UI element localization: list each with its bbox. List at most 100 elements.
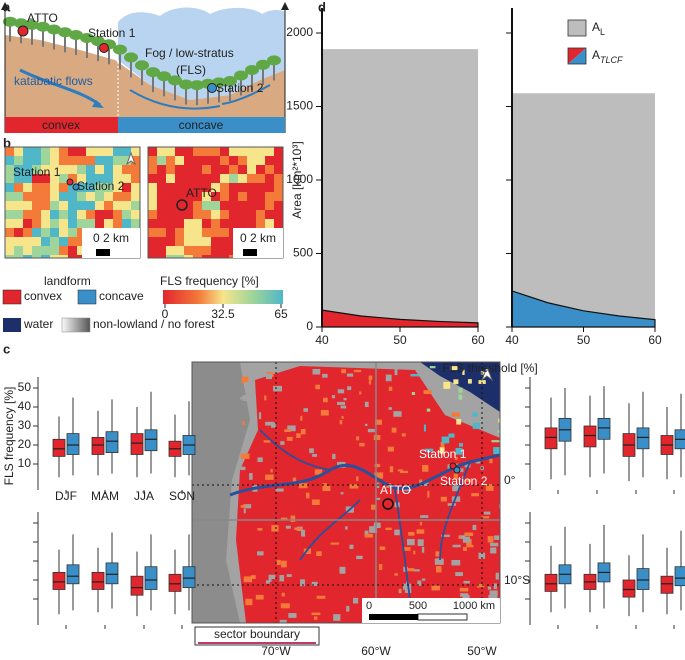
raster-cell	[472, 412, 478, 417]
raster-cell	[481, 516, 490, 519]
north-arrow	[480, 365, 494, 382]
raster-cell	[211, 156, 220, 165]
raster-cell	[68, 210, 77, 219]
raster-cell	[294, 527, 302, 530]
raster-cell	[287, 425, 296, 432]
raster-cell	[104, 156, 113, 165]
raster-cell	[68, 183, 77, 192]
raster-cell	[166, 210, 175, 219]
raster-cell	[148, 201, 157, 210]
raster-cell	[14, 192, 23, 201]
raster-cell	[247, 156, 256, 165]
raster-cell	[131, 156, 140, 165]
flow-arrow	[129, 89, 221, 110]
raster-cell	[32, 192, 41, 201]
raster-cell	[244, 382, 249, 388]
raster-cell	[113, 174, 122, 183]
raster-cell	[274, 192, 283, 201]
raster-cell	[5, 165, 14, 174]
raster-cell	[393, 411, 402, 417]
raster-cell	[419, 522, 422, 526]
raster-cell	[368, 375, 373, 381]
raster-cell	[50, 174, 59, 183]
raster-cell	[243, 508, 246, 514]
colorbar-title: FLS frequency [%]	[160, 274, 259, 288]
raster-cell	[434, 558, 444, 565]
raster-cell	[440, 496, 447, 502]
raster-cell	[312, 368, 321, 375]
label: Fog / low-stratus	[145, 46, 234, 60]
raster-cell	[5, 201, 14, 210]
raster-cell	[166, 192, 175, 201]
raster-cell	[300, 579, 305, 587]
swatch	[3, 318, 21, 332]
raster-cell	[440, 441, 445, 447]
raster-cell	[95, 219, 104, 228]
swatch	[2, 289, 22, 305]
box	[622, 579, 636, 598]
raster-cell	[466, 544, 474, 548]
raster-cell	[41, 228, 50, 237]
raster-cell	[23, 165, 32, 174]
raster-cell	[14, 210, 23, 219]
atto-marker	[176, 199, 188, 211]
raster-cell	[311, 499, 320, 506]
raster-cell	[32, 246, 41, 255]
raster-cell	[59, 246, 68, 255]
raster-cell	[485, 483, 494, 491]
raster-cell	[431, 585, 440, 591]
scale-label: 0 2 km	[93, 231, 129, 245]
raster-cell	[248, 405, 255, 413]
raster-cell	[148, 147, 157, 156]
legend-label: ATLCF	[592, 48, 623, 65]
raster-cell	[220, 192, 229, 201]
raster-cell	[265, 210, 274, 219]
raster-cell	[5, 147, 14, 156]
raster-cell	[193, 165, 202, 174]
colorbar-tick-label: 65	[274, 307, 288, 321]
raster-cell	[490, 542, 499, 547]
raster-cell	[211, 219, 220, 228]
raster-cell	[459, 587, 469, 592]
tree-crown	[267, 55, 281, 66]
raster-cell	[220, 210, 229, 219]
y-tick-label: 40	[18, 399, 32, 413]
raster-cell	[274, 183, 283, 192]
box	[66, 433, 80, 455]
scale-label: 1000 km	[453, 600, 495, 612]
raster-cell	[184, 210, 193, 219]
box	[130, 433, 144, 455]
box	[105, 562, 119, 585]
raster-cell	[264, 395, 267, 401]
raster-cell	[462, 369, 465, 375]
label: Station 1	[88, 26, 136, 40]
raster-cell	[427, 490, 430, 498]
raster-cell	[320, 410, 329, 416]
raster-cell	[238, 201, 247, 210]
raster-cell	[301, 529, 306, 537]
raster-cell	[464, 532, 474, 537]
raster-cell	[166, 156, 175, 165]
raster-cell	[5, 228, 14, 237]
raster-cell	[475, 461, 481, 464]
raster-cell	[32, 165, 41, 174]
raster-cell	[477, 583, 485, 588]
raster-cell	[193, 219, 202, 228]
raster-cell	[220, 255, 229, 258]
legend-swatch-border	[567, 47, 587, 65]
raster-cell	[238, 210, 247, 219]
raster-cell	[238, 165, 247, 174]
raster-cell	[300, 415, 303, 421]
raster-cell	[50, 147, 59, 156]
raster-cell	[23, 246, 32, 255]
raster-cell	[59, 165, 68, 174]
raster-cell	[421, 578, 426, 581]
raster-cell	[298, 483, 308, 489]
raster-cell	[211, 255, 220, 258]
raster-cell	[240, 453, 250, 459]
raster-cell	[23, 174, 32, 183]
raster-cell	[59, 183, 68, 192]
raster-cell	[286, 436, 293, 441]
raster-cell	[256, 183, 265, 192]
legend-label: concave	[99, 289, 144, 303]
